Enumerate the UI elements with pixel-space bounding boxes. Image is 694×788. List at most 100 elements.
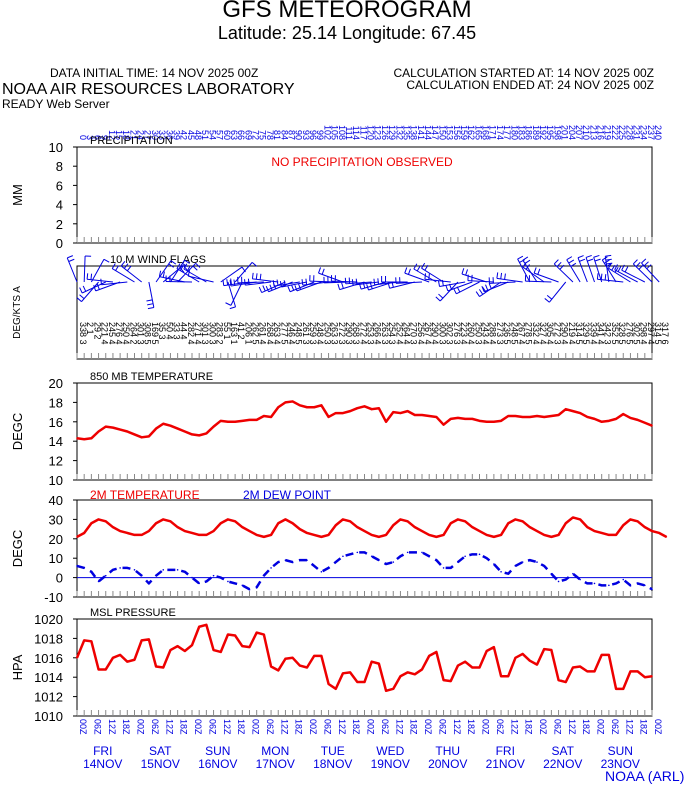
wind-feather xyxy=(244,279,246,286)
wind-label: 206 1 xyxy=(243,322,253,345)
wind-feather xyxy=(362,282,366,289)
wind-label: 261 3 xyxy=(301,322,311,345)
time-label: 18Z xyxy=(179,719,189,735)
t2m-data-point xyxy=(263,536,265,538)
mslp-data-point xyxy=(521,653,524,655)
t2m-data-point xyxy=(198,582,200,585)
wind-label: 271 4 xyxy=(193,322,203,345)
wind-label: 221 4 xyxy=(100,322,110,345)
wind-label: 276 4 xyxy=(114,322,124,345)
t2m-data-point xyxy=(485,557,488,559)
time-label: 06Z xyxy=(265,719,275,735)
wind-label: 267 4 xyxy=(423,322,433,345)
time-label: 00Z xyxy=(653,719,663,735)
t2m-data-point xyxy=(500,570,502,573)
wind-feather xyxy=(481,285,485,292)
wind-label: 339 4 xyxy=(588,322,598,345)
wind-feather xyxy=(568,259,575,264)
t2m-data-point xyxy=(414,551,416,554)
mslp-data-point xyxy=(227,633,229,636)
mslp-data-point xyxy=(126,660,129,663)
mslp-data-point xyxy=(406,671,409,674)
t2m-data-point xyxy=(162,518,165,521)
mslp-data-point xyxy=(608,654,610,656)
mslp-data-point xyxy=(385,689,387,692)
wind-feather xyxy=(123,263,129,269)
wind-feather xyxy=(187,270,191,277)
mslp-data-point xyxy=(442,679,445,681)
t850-data-point xyxy=(449,418,452,420)
t850-data-point xyxy=(644,421,646,424)
wind-barb xyxy=(461,273,487,283)
wind-feather xyxy=(593,254,600,258)
hour-label: 165 xyxy=(473,125,483,140)
wind-feather xyxy=(115,265,120,271)
wind-feather xyxy=(437,280,441,287)
wind-feather xyxy=(229,280,232,287)
wind-label: 305 4 xyxy=(545,322,555,345)
wind-barb xyxy=(424,278,451,283)
wind-barb xyxy=(553,263,574,283)
t2m-series-line xyxy=(76,551,653,591)
t2m-data-point xyxy=(349,553,351,556)
wind-label: 288 4 xyxy=(488,322,498,345)
t850-y-tick-label: 14 xyxy=(49,434,63,449)
wind-label: 163 1 xyxy=(229,322,239,345)
wind-barb xyxy=(496,277,523,283)
hour-label: 60 xyxy=(222,130,232,140)
t2m-data-point xyxy=(622,578,625,581)
wind-feather xyxy=(301,279,304,286)
t850-data-point xyxy=(119,428,121,431)
wind-feather xyxy=(158,270,162,277)
wind-label: 263 4 xyxy=(272,322,282,345)
day-date: 18NOV xyxy=(313,757,352,771)
wind-feather xyxy=(594,258,601,262)
hour-label: 21 xyxy=(128,130,138,140)
wind-feather xyxy=(585,254,592,258)
wind-feather xyxy=(641,258,647,264)
t2m-data-point xyxy=(104,520,107,523)
wind-barb xyxy=(548,281,567,303)
wind-feather xyxy=(305,278,308,285)
t2m-data-point xyxy=(126,532,129,534)
wind-barb xyxy=(404,272,430,283)
mslp-data-point xyxy=(97,668,100,671)
mslp-data-point xyxy=(320,655,323,657)
time-label: 06Z xyxy=(380,719,390,735)
wind-label: 272 4 xyxy=(358,322,368,345)
wind-label: 301 3 xyxy=(136,322,146,345)
t2m-data-point xyxy=(155,574,157,577)
wind-feather xyxy=(170,260,177,265)
mslp-y-tick-label: 1016 xyxy=(34,651,63,666)
t2m-data-point xyxy=(464,520,466,523)
wind-feather xyxy=(643,261,649,267)
hour-label: 63 xyxy=(229,130,239,140)
hour-label: 177 xyxy=(502,125,512,140)
t850-data-point xyxy=(263,415,265,417)
wind-feather xyxy=(646,264,652,270)
hour-label: 105 xyxy=(330,125,340,140)
wind-barb xyxy=(245,281,272,286)
wind-feather xyxy=(632,259,638,265)
mslp-data-point xyxy=(514,657,517,659)
t2m-data-point xyxy=(219,576,222,579)
mslp-data-point xyxy=(255,631,258,634)
t2m-data-point xyxy=(428,534,430,536)
mslp-data-point xyxy=(119,654,121,656)
t850-data-point xyxy=(457,417,459,419)
t850-data-point xyxy=(378,407,380,410)
mslp-y-tick-label: 1020 xyxy=(34,612,63,627)
wind-feather xyxy=(251,262,258,267)
hour-label: 183 xyxy=(516,125,526,140)
t850-data-point xyxy=(363,405,366,408)
mslp-data-point xyxy=(148,638,150,641)
t2m-data-point xyxy=(579,518,581,521)
wind-label: 338 3 xyxy=(78,322,88,345)
wind-label: 327 4 xyxy=(538,322,548,345)
hour-label: 93 xyxy=(301,130,311,140)
t2m-data-point xyxy=(514,518,517,521)
t850-data-point xyxy=(342,412,344,414)
t2m-data-point xyxy=(457,561,459,563)
wind-barb xyxy=(621,269,646,283)
t850-data-point xyxy=(104,425,107,428)
